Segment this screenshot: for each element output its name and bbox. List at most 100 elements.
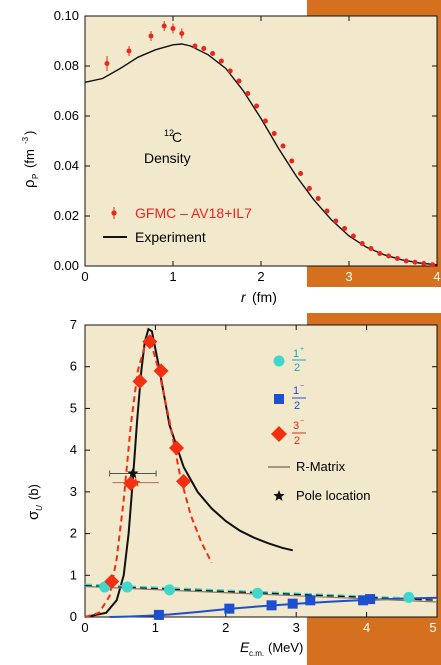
point-1minus (365, 594, 376, 605)
cs-ytick-label: 3 (70, 484, 77, 499)
density-ylabel-unit-post: ) (22, 131, 37, 135)
curve-black-solid-resonance (84, 327, 293, 618)
gfmc-point (412, 259, 418, 265)
cs-ylabel-sub: U (35, 505, 44, 511)
gfmc-point (201, 46, 207, 51)
density-plot-area (84, 15, 438, 267)
point-3minus (169, 440, 185, 456)
density-xtick-label: 2 (257, 269, 264, 284)
cs-ytick-label: 1 (70, 567, 77, 582)
point-3minus (142, 334, 158, 350)
gfmc-point (179, 31, 185, 36)
experiment-curve (84, 43, 438, 266)
density-xtick-label: 1 (169, 269, 176, 284)
cross-section-points (99, 334, 415, 620)
gfmc-point (245, 91, 251, 96)
legend-1plus-marker (273, 355, 285, 367)
density-xlabel-var: r (241, 289, 247, 305)
gfmc-point (271, 131, 277, 136)
gfmc-point (333, 218, 339, 224)
density-ytick-label: 0.10 (54, 8, 79, 23)
density-annotation-element: C (172, 129, 182, 145)
point-1minus (358, 595, 369, 606)
gfmc-point (324, 208, 330, 214)
gfmc-point (161, 23, 167, 29)
point-3minus (132, 373, 148, 389)
point-1minus (287, 598, 298, 609)
legend-1minus-sup: − (300, 383, 304, 390)
point-1minus (153, 609, 164, 620)
legend-1minus-num: 1 (293, 385, 299, 397)
legend-experiment-label: Experiment (135, 229, 206, 245)
gfmc-point (421, 261, 427, 266)
gfmc-point (377, 251, 383, 256)
cs-ytick-label: 5 (70, 400, 77, 415)
gfmc-point (126, 48, 132, 54)
density-legend: GFMC – AV18+IL7 Experiment (103, 205, 252, 245)
legend-gfmc-marker (111, 210, 117, 216)
pole-star (127, 467, 139, 479)
point-1plus (403, 591, 415, 603)
gfmc-point (210, 51, 216, 56)
gfmc-point (262, 118, 268, 124)
cs-ytick-label: 7 (70, 317, 77, 332)
density-xtick-label: 0 (81, 269, 88, 284)
cross-section-axis-ticks: 0 1 2 3 4 5 0 1 2 3 4 5 6 7 (70, 317, 438, 635)
density-annotation-sup: 12 (164, 128, 174, 138)
gfmc-point (104, 61, 110, 66)
density-annotation-word: Density (144, 150, 191, 166)
gfmc-point (289, 158, 295, 164)
cs-xlabel-var: E (240, 639, 250, 655)
cs-xtick-label: 3 (293, 620, 300, 635)
density-ylabel-unit-sup: -3 (21, 136, 30, 144)
gfmc-point (430, 262, 436, 268)
cs-xlabel-sub: c.m. (249, 649, 264, 658)
gfmc-point (218, 58, 224, 64)
cs-ytick-label: 0 (70, 609, 77, 624)
legend-1minus-marker (274, 394, 284, 404)
legend-rmatrix-label: R-Matrix (296, 459, 346, 474)
point-3minus (153, 363, 169, 379)
gfmc-point (315, 196, 321, 201)
gfmc-point (254, 103, 260, 109)
cs-xtick-label: 1 (152, 620, 159, 635)
cross-section-legend: 1 + 2 1 − 2 3 − 2 R-Matrix Pole location (268, 346, 370, 503)
gfmc-point (359, 241, 365, 246)
density-ylabel-unit-pre: (fm (22, 149, 37, 168)
cs-xtick-label: 2 (222, 620, 229, 635)
density-xtick-label: 4 (433, 269, 440, 284)
density-ytick-label: 0.00 (54, 258, 79, 273)
cs-ytick-label: 4 (70, 442, 77, 457)
point-1minus (224, 603, 235, 614)
point-3minus (104, 574, 120, 590)
gfmc-point (148, 33, 154, 39)
cross-section-plot-area (84, 324, 438, 618)
gfmc-point (227, 68, 233, 74)
density-xtick-label: 3 (345, 269, 352, 284)
cs-ytick-label: 2 (70, 526, 77, 541)
density-ytick-label: 0.08 (54, 58, 79, 73)
legend-3minus-sup: − (300, 418, 304, 425)
gfmc-point (192, 43, 198, 49)
point-1plus (163, 584, 175, 596)
gfmc-point (236, 78, 242, 84)
point-3minus (176, 473, 192, 489)
legend-gfmc-label: GFMC – AV18+IL7 (135, 205, 252, 221)
point-1minus (305, 595, 316, 606)
point-1minus (266, 600, 277, 611)
density-experiment-series (84, 43, 438, 266)
gfmc-point (350, 233, 356, 239)
gfmc-point (403, 258, 409, 264)
density-gfmc-series (104, 21, 436, 268)
density-ytick-label: 0.04 (54, 158, 79, 173)
cs-xlabel-unit: (MeV) (268, 640, 303, 655)
legend-pole-star-icon (273, 490, 285, 501)
density-chart: 0 1 2 3 40.000.020.040.060.080.10 12 C Densi… (21, 8, 441, 305)
legend-3minus-den: 2 (294, 435, 300, 447)
legend-pole-label: Pole location (296, 488, 370, 503)
gfmc-point (170, 26, 176, 31)
curve-red-dashed-resonance (84, 344, 213, 618)
gfmc-point (342, 226, 348, 231)
density-ytick-label: 0.02 (54, 208, 79, 223)
gfmc-point (386, 253, 392, 259)
